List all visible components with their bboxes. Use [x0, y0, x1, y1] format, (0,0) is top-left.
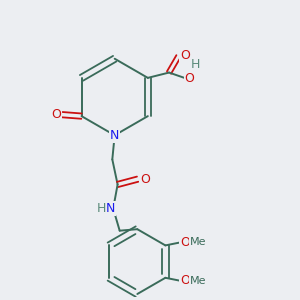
Text: O: O	[180, 236, 190, 249]
Text: O: O	[185, 72, 195, 85]
Text: O: O	[180, 274, 190, 287]
Text: Me: Me	[190, 238, 206, 248]
Text: O: O	[140, 172, 150, 186]
Text: O: O	[180, 49, 190, 62]
Text: Me: Me	[190, 276, 206, 286]
Text: O: O	[51, 108, 61, 121]
Text: N: N	[106, 202, 116, 215]
Text: H: H	[191, 58, 200, 71]
Text: N: N	[110, 129, 119, 142]
Text: H: H	[97, 202, 106, 215]
